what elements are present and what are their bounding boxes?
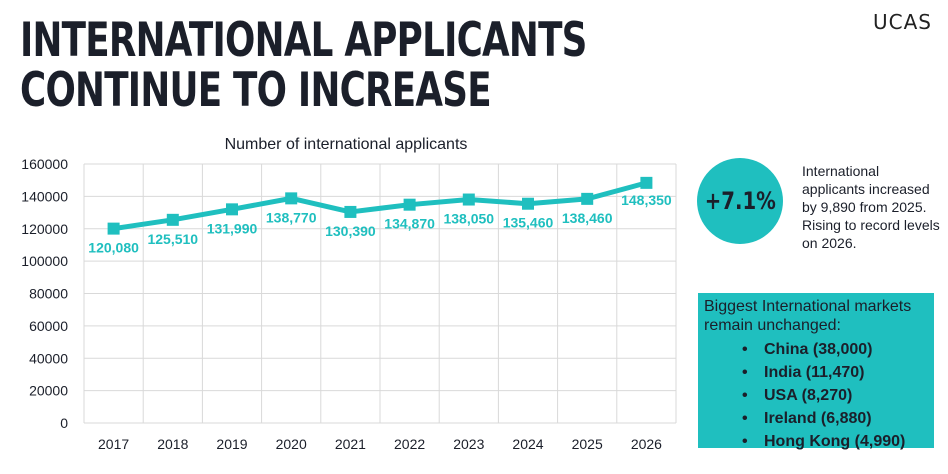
data-label: 131,990 bbox=[207, 220, 258, 236]
x-tick-label: 2023 bbox=[453, 436, 484, 452]
data-point bbox=[344, 205, 357, 218]
data-point bbox=[522, 197, 534, 210]
chart-svg: Number of international applicants 0 20000… bbox=[21, 136, 677, 452]
data-label: 138,460 bbox=[562, 210, 613, 226]
data-label: 148,350 bbox=[621, 192, 672, 208]
data-label: 130,390 bbox=[325, 223, 376, 239]
chart-title: Number of international applicants bbox=[225, 136, 468, 153]
x-tick-label: 2017 bbox=[98, 436, 129, 452]
data-point bbox=[581, 192, 594, 205]
y-tick-label: 80000 bbox=[29, 286, 68, 302]
market-item: USA (8,270) bbox=[742, 384, 928, 407]
data-label: 125,510 bbox=[147, 231, 198, 247]
y-tick-label: 140000 bbox=[21, 188, 68, 204]
market-item: India (11,470) bbox=[742, 361, 928, 384]
data-point bbox=[107, 222, 120, 235]
x-tick-label: 2022 bbox=[394, 436, 425, 452]
data-point bbox=[285, 192, 298, 205]
data-label: 120,080 bbox=[88, 240, 139, 256]
series-line bbox=[113, 180, 648, 232]
market-item: China (38,000) bbox=[742, 338, 928, 361]
data-point bbox=[462, 193, 475, 206]
y-tick-label: 40000 bbox=[29, 350, 68, 366]
data-point bbox=[166, 213, 179, 226]
markets-panel: Biggest International markets remain unc… bbox=[698, 293, 934, 453]
data-label: 138,050 bbox=[443, 211, 494, 227]
x-tick-label: 2025 bbox=[572, 436, 603, 452]
line-chart: Number of international applicants 0 20000… bbox=[0, 128, 690, 474]
y-tick-label: 100000 bbox=[21, 253, 68, 269]
page-title: INTERNATIONAL APPLICANTS CONTINUE TO INC… bbox=[20, 13, 587, 118]
data-label: 134,870 bbox=[384, 216, 435, 232]
data-label: 138,770 bbox=[266, 209, 317, 225]
growth-description: International applicants increased by 9,… bbox=[802, 163, 940, 251]
y-tick-label: 0 bbox=[60, 415, 68, 431]
x-tick-label: 2021 bbox=[335, 436, 366, 452]
ucas-logo: UCAS bbox=[873, 10, 932, 34]
markets-title: Biggest International markets remain unc… bbox=[704, 298, 912, 334]
data-label: 135,460 bbox=[503, 215, 554, 231]
y-tick-label: 160000 bbox=[21, 156, 68, 172]
data-point bbox=[226, 203, 238, 216]
x-tick-label: 2018 bbox=[157, 436, 188, 452]
x-tick-label: 2019 bbox=[216, 436, 247, 452]
y-tick-label: 120000 bbox=[21, 221, 68, 237]
market-item: Ireland (6,880) bbox=[742, 407, 928, 430]
data-point bbox=[640, 176, 653, 189]
data-point bbox=[403, 198, 416, 211]
x-tick-label: 2026 bbox=[631, 436, 662, 452]
growth-badge: +7.1% bbox=[697, 158, 783, 244]
x-tick-label: 2020 bbox=[276, 436, 307, 452]
market-item: Hong Kong (4,990) bbox=[742, 430, 928, 453]
markets-list: China (38,000) India (11,470) USA (8,270… bbox=[704, 338, 928, 453]
x-tick-label: 2024 bbox=[512, 436, 543, 452]
y-tick-label: 20000 bbox=[29, 383, 68, 399]
y-tick-label: 60000 bbox=[29, 318, 68, 334]
growth-value: +7.1% bbox=[704, 187, 776, 215]
